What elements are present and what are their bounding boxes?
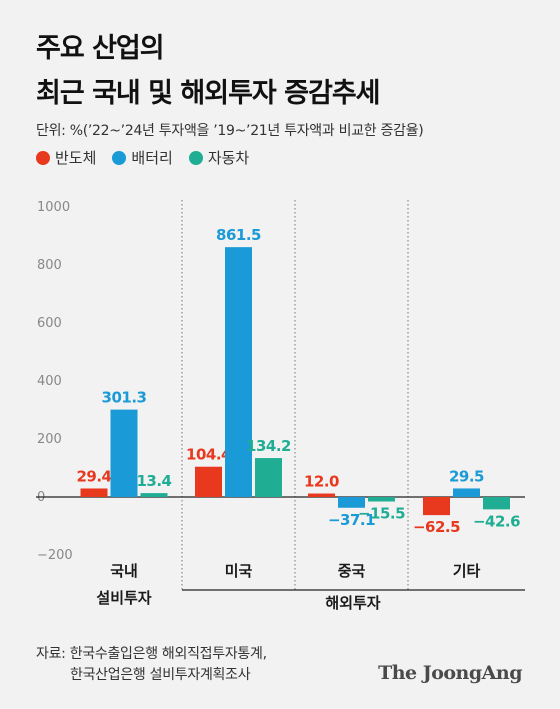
bar [80, 488, 108, 497]
y-tick-label: 600 [37, 316, 62, 331]
category-label: 미국 [225, 562, 253, 580]
legend-swatch-battery [112, 150, 127, 165]
y-tick-label: 1000 [37, 200, 70, 215]
legend-label-battery: 배터리 [131, 149, 173, 167]
source-line-1: 자료: 한국수출입은행 해외직접투자통계, [36, 646, 267, 662]
group-label: 해외투자 [325, 594, 380, 612]
category-label: 기타 [453, 562, 481, 580]
legend-label-automobile: 자동차 [207, 149, 250, 167]
legend-item-semiconductor: 반도체 [36, 147, 96, 168]
bar [368, 497, 395, 502]
legend-item-battery: 배터리 [112, 147, 173, 168]
title-line-1: 주요 산업의 [36, 33, 165, 64]
data-label: −15.5 [358, 504, 405, 522]
data-label: 861.5 [216, 226, 261, 244]
bar [225, 247, 252, 497]
data-label: −62.5 [413, 518, 460, 536]
unit-note: 단위: %(’22~’24년 투자액을 ’19~’21년 투자액과 비교한 증감… [36, 123, 424, 139]
y-tick-label: 400 [37, 374, 62, 389]
bar [483, 497, 510, 510]
y-tick-label: −200 [37, 548, 73, 563]
bar [255, 458, 282, 497]
legend-swatch-automobile [188, 150, 203, 165]
bar [110, 409, 138, 497]
title-line-2: 최근 국내 및 해외투자 증감추세 [36, 78, 381, 109]
data-label: 29.4 [76, 467, 111, 485]
source-line-2: 한국산업은행 설비투자계획조사 [70, 667, 251, 683]
category-label: 중국 [338, 562, 366, 580]
y-tick-label: 200 [37, 432, 62, 447]
bar [140, 493, 168, 497]
bar [453, 488, 480, 497]
data-label: 104.4 [186, 446, 231, 464]
data-label: 301.3 [102, 389, 147, 407]
data-label: 134.2 [246, 437, 291, 455]
bar [423, 497, 450, 516]
y-tick-label: 800 [37, 258, 62, 273]
bar [308, 493, 335, 497]
source-note: 자료: 한국수출입은행 해외직접투자통계, 한국산업은행 설비투자계획조사 [36, 644, 267, 686]
data-label: 12.0 [304, 473, 339, 491]
legend-swatch-semiconductor [36, 150, 50, 165]
chart-title: 주요 산업의 최근 국내 및 해외투자 증감추세 [36, 26, 381, 116]
data-label: 29.5 [449, 467, 484, 485]
data-label: −37.1 [328, 511, 375, 529]
category-label: 설비투자 [96, 589, 151, 607]
publisher-logo: The JoongAng [378, 662, 522, 684]
legend-label-semiconductor: 반도체 [55, 149, 97, 167]
bar [338, 497, 365, 508]
category-label: 국내 [110, 562, 138, 580]
legend-item-automobile: 자동차 [188, 147, 250, 168]
data-label: −42.6 [473, 512, 520, 530]
bar [195, 466, 222, 497]
legend: 반도체 배터리 자동차 [36, 147, 249, 168]
data-label: 13.4 [136, 472, 171, 490]
